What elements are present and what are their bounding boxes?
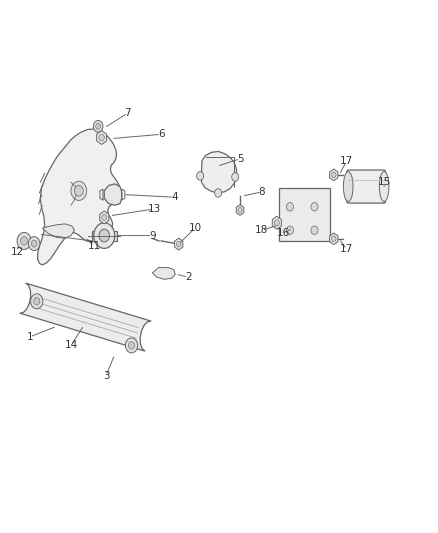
Text: 7: 7 xyxy=(124,108,131,118)
Circle shape xyxy=(32,240,37,247)
Circle shape xyxy=(95,124,101,130)
Text: 16: 16 xyxy=(277,229,290,238)
Circle shape xyxy=(93,120,103,132)
Polygon shape xyxy=(329,233,338,245)
Circle shape xyxy=(286,203,293,211)
Text: 17: 17 xyxy=(340,156,353,166)
Polygon shape xyxy=(236,205,244,215)
Circle shape xyxy=(311,226,318,235)
FancyBboxPatch shape xyxy=(347,170,385,203)
Text: 11: 11 xyxy=(88,241,101,251)
Polygon shape xyxy=(20,283,151,351)
Text: 4: 4 xyxy=(171,192,178,202)
Text: 5: 5 xyxy=(237,154,244,164)
Circle shape xyxy=(99,229,110,242)
Text: 18: 18 xyxy=(255,225,268,235)
Circle shape xyxy=(128,342,134,349)
Text: 2: 2 xyxy=(185,272,192,282)
Polygon shape xyxy=(272,216,281,229)
Bar xyxy=(279,188,330,241)
Text: 10: 10 xyxy=(188,223,201,233)
Polygon shape xyxy=(104,184,122,205)
Polygon shape xyxy=(329,169,338,181)
Circle shape xyxy=(94,223,115,248)
Circle shape xyxy=(311,203,318,211)
Circle shape xyxy=(215,189,222,197)
Circle shape xyxy=(274,220,279,226)
Circle shape xyxy=(31,294,43,309)
Circle shape xyxy=(102,214,107,221)
Polygon shape xyxy=(97,131,106,144)
Text: 17: 17 xyxy=(340,245,353,254)
Ellipse shape xyxy=(343,172,353,201)
Circle shape xyxy=(71,181,87,200)
Polygon shape xyxy=(201,151,237,193)
Text: 13: 13 xyxy=(148,204,161,214)
Circle shape xyxy=(125,338,138,353)
Circle shape xyxy=(21,237,28,245)
Polygon shape xyxy=(174,238,183,250)
Text: 1: 1 xyxy=(26,332,33,342)
Text: 14: 14 xyxy=(64,341,78,350)
Polygon shape xyxy=(100,211,109,224)
Circle shape xyxy=(332,172,336,177)
Circle shape xyxy=(286,226,293,235)
Text: 3: 3 xyxy=(102,371,110,381)
Ellipse shape xyxy=(379,172,389,201)
Circle shape xyxy=(177,241,181,247)
Circle shape xyxy=(197,172,204,180)
Circle shape xyxy=(17,232,31,249)
Circle shape xyxy=(238,207,242,213)
Text: 9: 9 xyxy=(149,231,156,240)
Circle shape xyxy=(332,236,336,241)
Polygon shape xyxy=(152,268,175,279)
Text: 8: 8 xyxy=(258,187,265,197)
Polygon shape xyxy=(42,224,74,238)
Text: 12: 12 xyxy=(11,247,24,256)
Circle shape xyxy=(34,297,40,305)
Polygon shape xyxy=(38,129,120,265)
Circle shape xyxy=(99,134,104,141)
Bar xyxy=(92,231,117,241)
Text: 15: 15 xyxy=(378,177,391,187)
Circle shape xyxy=(74,185,83,196)
Circle shape xyxy=(28,237,40,251)
Text: 6: 6 xyxy=(158,130,165,139)
Circle shape xyxy=(232,173,239,181)
